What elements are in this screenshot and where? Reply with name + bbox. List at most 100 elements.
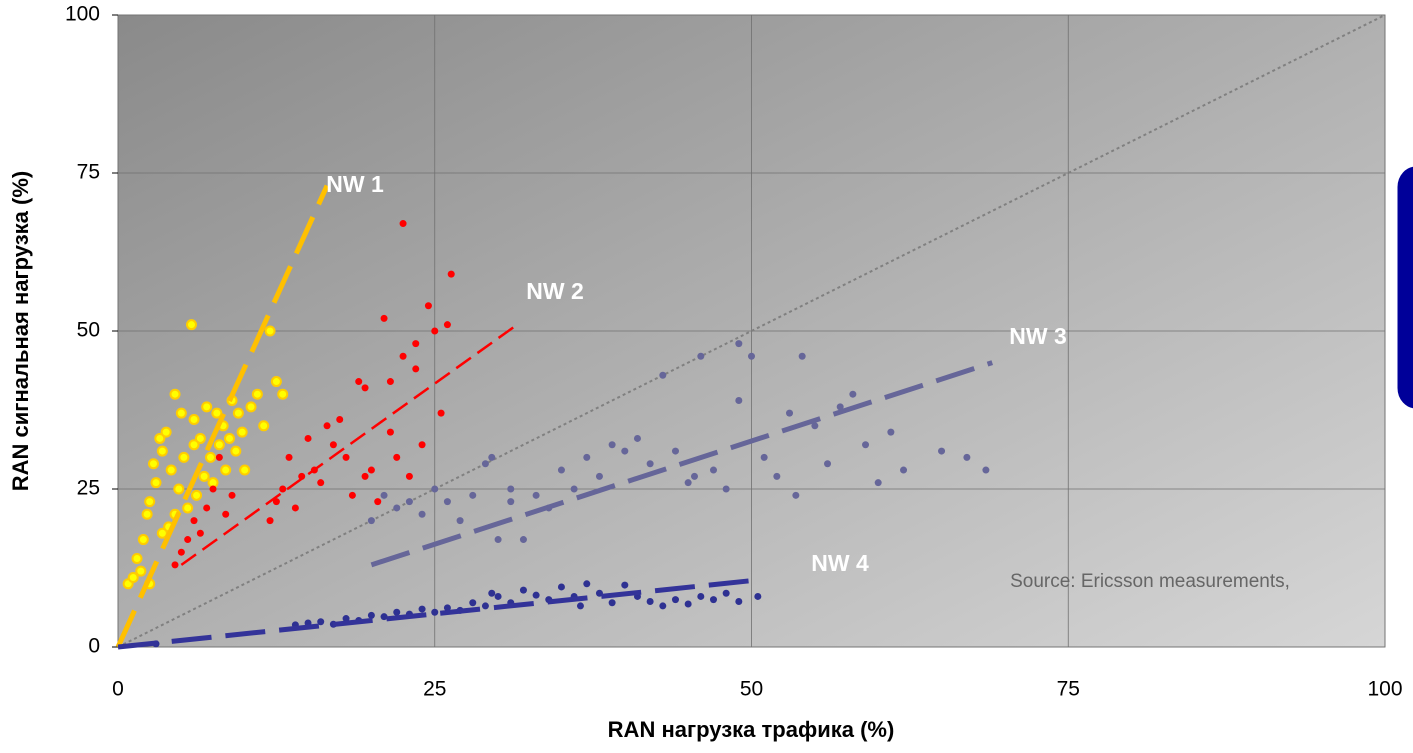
point: [228, 491, 236, 499]
point: [304, 434, 312, 442]
point: [798, 352, 806, 360]
point: [393, 504, 401, 512]
point: [982, 466, 990, 474]
point: [424, 302, 432, 310]
point: [494, 592, 502, 600]
point: [194, 432, 206, 444]
point: [507, 498, 515, 506]
point: [184, 536, 192, 544]
point: [188, 413, 200, 425]
trend-line: [370, 360, 994, 568]
point: [557, 466, 565, 474]
point: [185, 319, 197, 331]
trend-line: [115, 184, 330, 649]
point: [209, 485, 217, 493]
point: [266, 517, 274, 525]
point: [342, 615, 350, 623]
point: [147, 458, 159, 470]
series-label: NW 1: [326, 171, 384, 197]
point: [367, 466, 375, 474]
point: [127, 571, 139, 583]
point: [621, 447, 629, 455]
point: [298, 472, 306, 480]
point: [595, 589, 603, 597]
point: [188, 439, 200, 451]
point: [735, 597, 743, 605]
point: [178, 451, 190, 463]
point: [633, 434, 641, 442]
point: [361, 384, 369, 392]
point: [786, 409, 794, 417]
point: [173, 483, 185, 495]
point: [722, 485, 730, 493]
x-axis-title: RAN нагрузка трафика (%): [608, 717, 895, 742]
point: [532, 491, 540, 499]
point: [447, 270, 455, 278]
point: [270, 376, 282, 388]
point: [264, 325, 276, 337]
point: [773, 472, 781, 480]
point: [608, 441, 616, 449]
point: [213, 439, 225, 451]
point: [222, 510, 230, 518]
point: [722, 589, 730, 597]
point: [405, 498, 413, 506]
point: [380, 491, 388, 499]
point: [900, 466, 908, 474]
series-label: NW 4: [811, 550, 869, 576]
point: [646, 460, 654, 468]
point: [887, 428, 895, 436]
point: [285, 453, 293, 461]
source-note: Source: Ericsson measurements,: [1010, 571, 1290, 592]
x-tick-label: 0: [112, 678, 124, 701]
point: [232, 407, 244, 419]
point: [258, 420, 270, 432]
x-tick-label: 100: [1367, 678, 1402, 701]
point: [154, 432, 166, 444]
point: [659, 602, 667, 610]
point: [137, 534, 149, 546]
point: [488, 453, 496, 461]
point: [862, 441, 870, 449]
point: [418, 605, 426, 613]
point: [215, 453, 223, 461]
point: [204, 451, 216, 463]
series-label: NW 2: [526, 278, 584, 304]
point: [399, 352, 407, 360]
reference-line: [117, 14, 1386, 648]
point: [811, 422, 819, 430]
point: [659, 371, 667, 379]
point: [367, 611, 375, 619]
point: [177, 548, 185, 556]
point: [156, 445, 168, 457]
point: [735, 397, 743, 405]
point: [748, 352, 755, 360]
point: [201, 401, 213, 413]
point: [191, 489, 203, 501]
x-tick-label: 50: [740, 678, 763, 701]
point: [317, 479, 325, 487]
point: [608, 599, 616, 607]
point: [165, 464, 177, 476]
point: [323, 422, 331, 430]
point: [196, 529, 204, 537]
point: [144, 496, 156, 508]
point: [431, 327, 439, 335]
y-tick-label: 0: [88, 635, 100, 658]
point: [230, 445, 242, 457]
point: [469, 491, 477, 499]
y-tick-label: 100: [65, 3, 100, 26]
point: [342, 453, 350, 461]
point: [456, 517, 464, 525]
point: [494, 536, 502, 544]
point: [792, 491, 800, 499]
point: [374, 498, 382, 506]
point: [938, 447, 946, 455]
point: [367, 517, 375, 525]
point: [386, 378, 394, 386]
point: [393, 608, 401, 616]
point: [412, 340, 420, 348]
point: [671, 596, 679, 604]
